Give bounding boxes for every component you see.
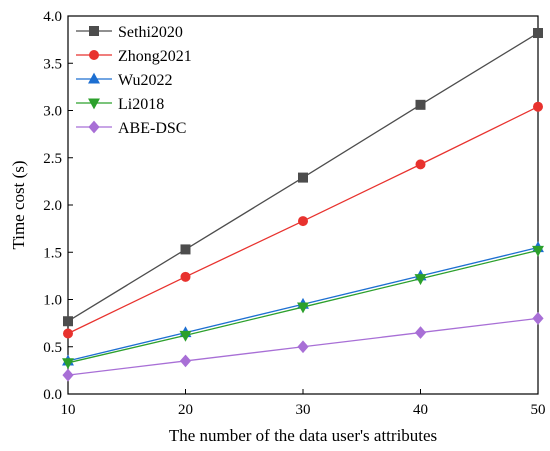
x-tick-label: 20 [178,402,193,418]
data-point [297,340,309,354]
data-point [533,28,544,39]
legend-label: Li2018 [118,96,164,113]
y-tick-label: 2.5 [43,151,62,167]
y-tick-label: 0.0 [43,387,62,403]
data-point [532,312,544,325]
y-tick-label: 2.0 [43,198,62,214]
data-point [414,274,427,286]
axis-ticks: 10 20 30 40 50 0.0 0.5 1.0 1.5 2.0 2.5 3.0 3.5 4.0 [43,9,545,418]
y-tick-label: 1.5 [43,245,62,261]
data-point [415,99,426,110]
data-point [180,271,191,282]
data-point [62,368,74,382]
legend-item: Sethi2020 [76,24,183,41]
legend-label: Sethi2020 [118,24,183,41]
y-tick-label: 3.5 [43,56,62,72]
legend-label: Zhong2021 [118,48,192,65]
legend: Sethi2020 Zhong2021 Wu2022 Li2018 ABE-DSC [76,24,192,137]
series-sethi2020 [63,28,544,327]
x-tick-label: 30 [296,402,311,418]
data-point [297,302,309,314]
data-point [533,101,544,112]
x-tick-label: 50 [531,402,546,418]
series-abe-dsc [62,312,544,382]
legend-item: Zhong2021 [76,48,192,65]
data-point [179,330,192,342]
data-point [62,358,74,370]
data-point [532,245,544,257]
x-tick-label: 40 [413,402,428,418]
y-axis-label: Time cost (s) [9,160,28,249]
y-tick-label: 0.5 [43,340,62,356]
series-layer [62,28,544,382]
legend-item: Wu2022 [76,72,172,89]
data-point [63,316,74,327]
data-point [297,172,308,183]
legend-item: Li2018 [76,96,164,113]
legend-item: ABE-DSC [76,120,186,137]
legend-marker [89,50,100,61]
legend-label: ABE-DSC [118,120,186,137]
legend-marker [88,120,100,134]
data-point [179,354,192,368]
legend-label: Wu2022 [118,72,172,89]
data-point [63,328,74,339]
legend-marker [88,72,100,84]
series-li2018 [62,245,544,370]
data-point [180,244,191,255]
y-tick-label: 1.0 [43,293,62,309]
data-point [297,216,308,227]
data-point [414,326,427,339]
legend-marker [89,25,100,36]
y-tick-label: 4.0 [43,9,62,25]
data-point [415,159,426,170]
x-axis-label: The number of the data user's attributes [169,426,437,445]
y-tick-label: 3.0 [43,104,62,120]
series-zhong2021 [63,101,544,339]
x-tick-label: 10 [61,402,76,418]
legend-marker [88,98,100,110]
